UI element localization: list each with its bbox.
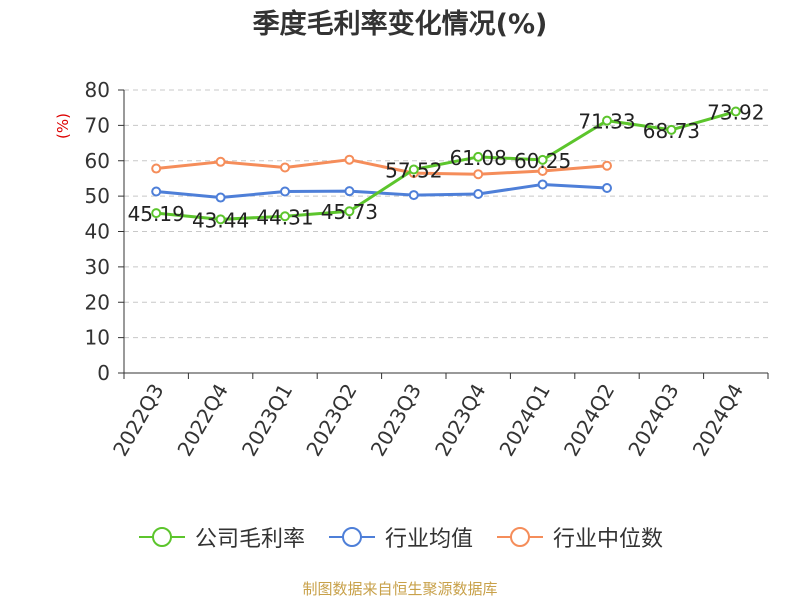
data-label: 44.31 [256, 205, 313, 229]
legend-swatch [138, 527, 185, 547]
y-tick-label: 70 [85, 113, 110, 137]
data-labels: 45.19 43.44 44.31 45.73 57.52 61.08 60.25 71.33… [128, 101, 765, 233]
data-label: 45.73 [321, 200, 378, 224]
x-tick-label: 2023Q4 [430, 380, 490, 461]
data-label: 43.44 [192, 208, 249, 232]
y-tick-label: 0 [97, 361, 110, 385]
x-tick-label: 2023Q2 [301, 380, 361, 461]
data-point [344, 154, 355, 165]
source-note: 制图数据来自恒生聚源数据库 [302, 580, 498, 598]
data-label: 73.92 [707, 101, 764, 125]
legend-marker [151, 527, 172, 547]
data-point [344, 206, 355, 217]
legend-label: 公司毛利率 [194, 527, 305, 552]
data-point [280, 162, 290, 173]
data-point [537, 154, 548, 165]
data-point [280, 211, 290, 222]
data-point [666, 124, 677, 135]
data-point [537, 166, 548, 177]
chart-title: 季度毛利率变化情况(%) [252, 9, 548, 40]
data-point [408, 190, 419, 201]
legend-swatch [328, 527, 375, 547]
data-label: 71.33 [578, 110, 635, 134]
data-label: 57.52 [385, 159, 442, 183]
data-label: 45.19 [128, 202, 185, 226]
data-label: 61.08 [450, 146, 507, 170]
legend-marker [510, 527, 530, 547]
legend-swatch [497, 527, 543, 547]
legend-item[interactable]: 行业均值 [327, 521, 473, 553]
y-tick-label: 80 [85, 78, 110, 102]
data-point [280, 186, 290, 197]
data-point [473, 189, 484, 200]
y-tick-label: 60 [85, 149, 110, 173]
data-point [215, 214, 226, 225]
x-tick-label: 2024Q4 [688, 380, 748, 461]
y-tick-label: 10 [85, 326, 110, 350]
legend-label: 行业中位数 [553, 527, 664, 552]
x-tick-label: 2022Q4 [172, 380, 232, 461]
x-tick-label: 2024Q2 [559, 380, 619, 461]
y-tick-label: 30 [85, 255, 110, 279]
x-tick-label: 2024Q3 [623, 380, 683, 461]
legend-label: 行业均值 [384, 527, 473, 552]
data-point [730, 106, 741, 117]
data-point [602, 160, 612, 171]
data-point [151, 208, 162, 219]
data-point [602, 115, 612, 126]
legend-item[interactable]: 行业中位数 [495, 521, 663, 553]
data-point [215, 156, 226, 167]
x-tick-label: 2024Q1 [494, 380, 554, 461]
data-point [344, 186, 355, 197]
data-point [537, 179, 548, 190]
data-point [408, 164, 419, 175]
series-line [156, 158, 608, 176]
legend-marker [341, 527, 362, 547]
x-tick-label: 2023Q3 [366, 380, 426, 461]
data-point [151, 163, 162, 174]
x-tick-label: 2023Q1 [237, 380, 297, 461]
y-axis-label: (%) [54, 113, 72, 139]
data-point [602, 182, 612, 193]
data-point [473, 169, 484, 180]
data-point [215, 192, 226, 203]
data-point [473, 151, 484, 162]
series-line [156, 110, 737, 221]
y-tick-label: 50 [85, 184, 110, 208]
series-line [156, 182, 608, 200]
y-tick-label: 40 [85, 220, 110, 244]
data-label: 68.73 [643, 119, 700, 143]
legend-item[interactable]: 公司毛利率 [137, 521, 305, 553]
data-label: 60.25 [514, 149, 571, 173]
series-lines [151, 106, 741, 225]
x-tick-label: 2022Q3 [108, 380, 168, 461]
y-tick-label: 20 [85, 290, 110, 314]
data-point [151, 186, 162, 197]
legend: 公司毛利率 行业均值 行业中位数 [0, 517, 800, 557]
